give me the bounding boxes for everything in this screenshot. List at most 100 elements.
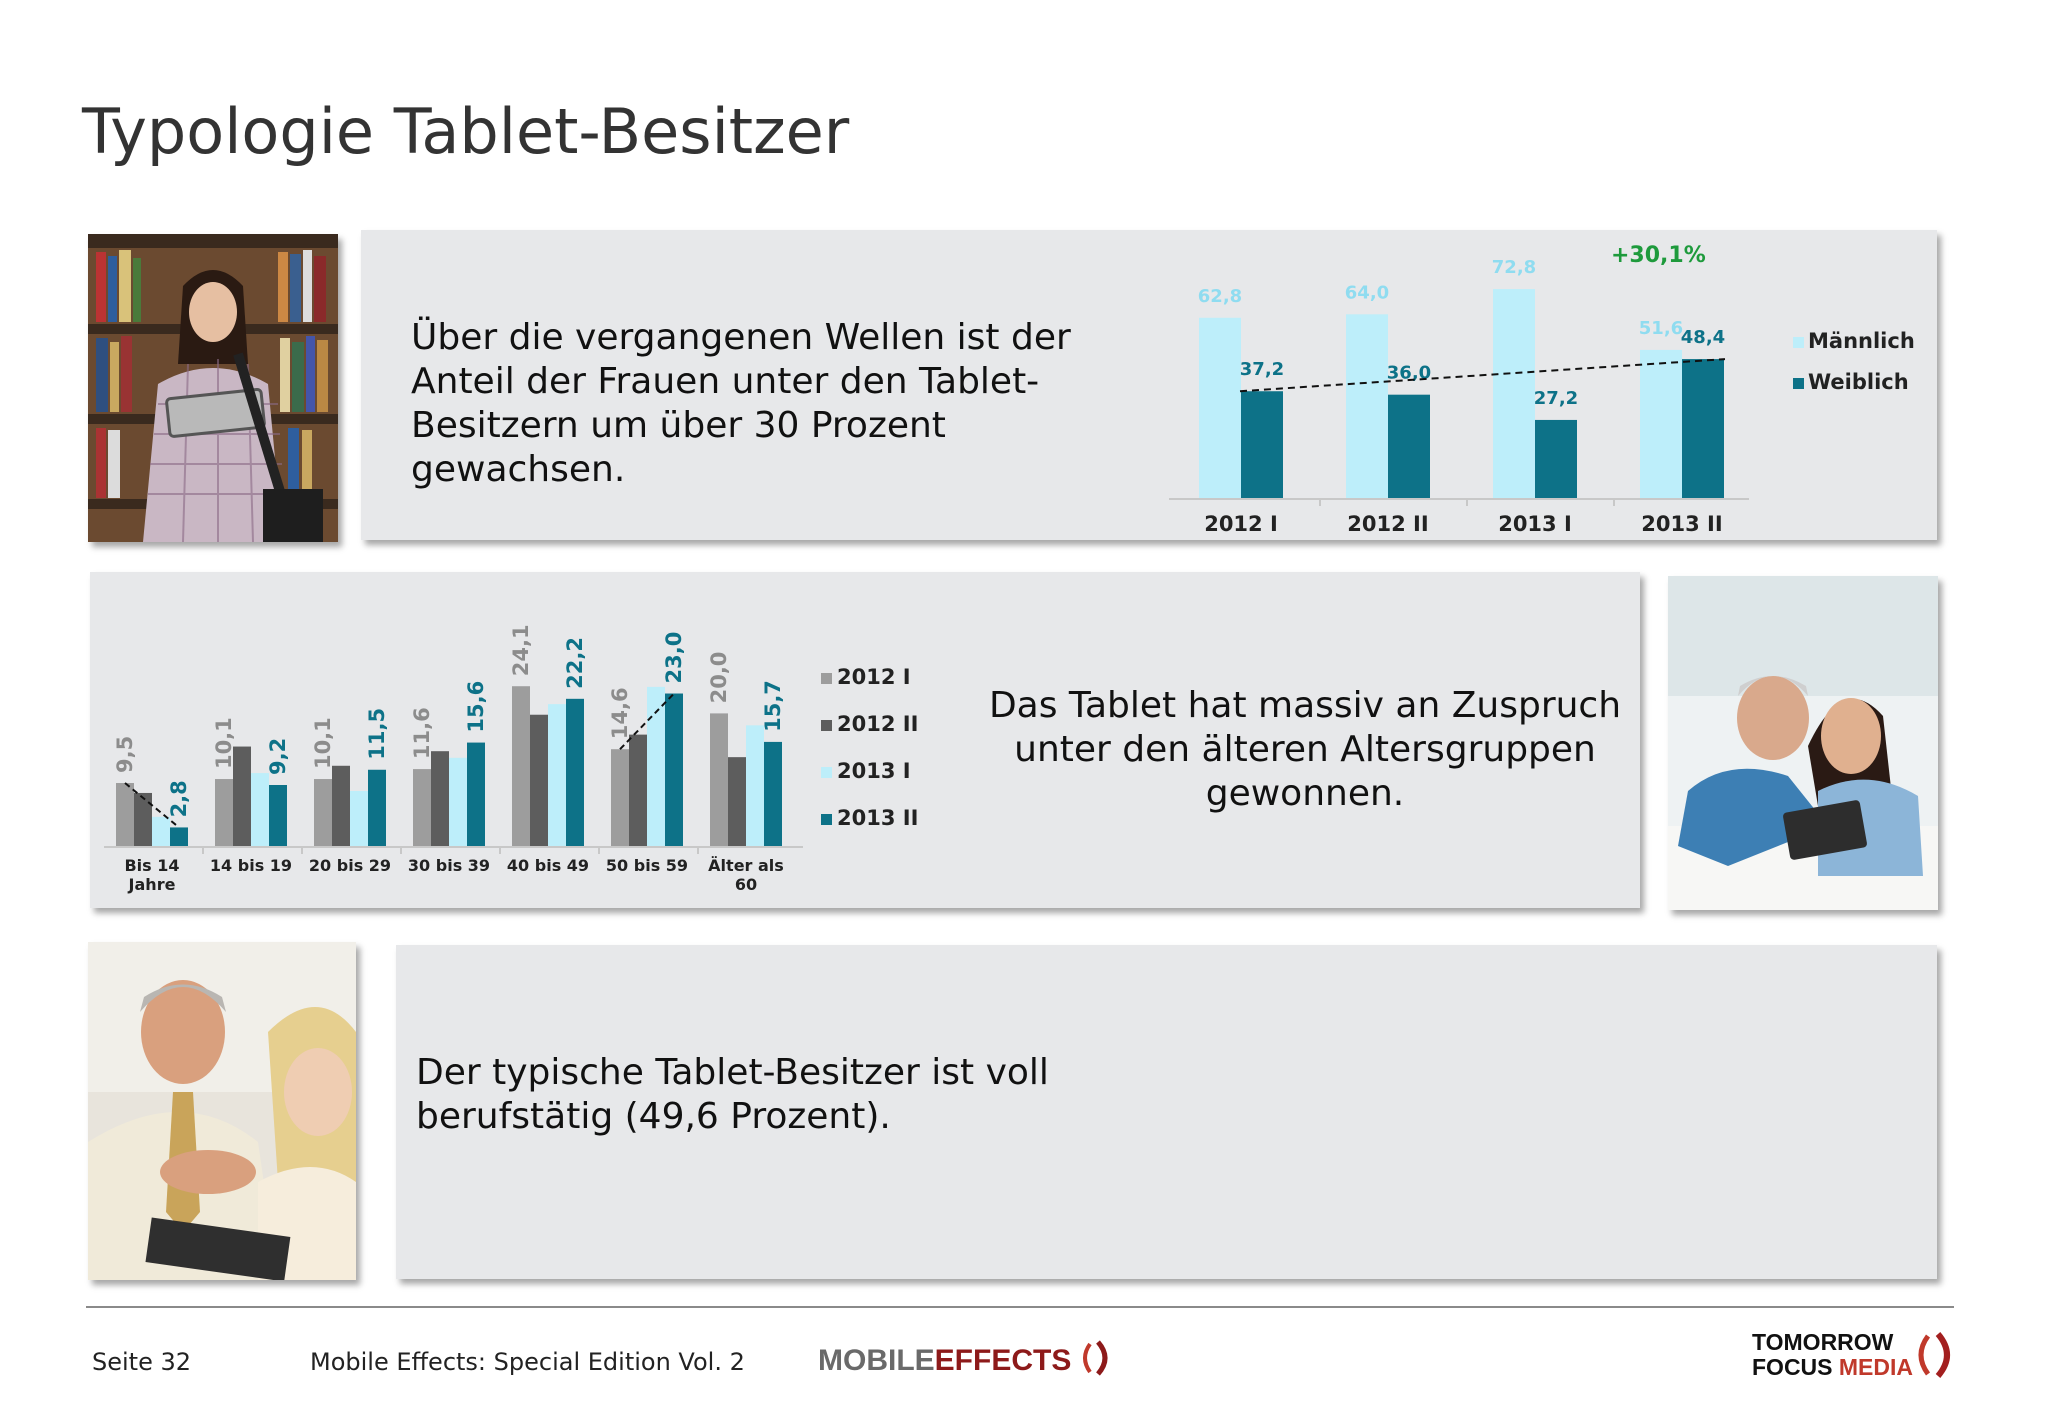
- page-title: Typologie Tablet-Besitzer: [82, 95, 850, 168]
- x-tick-label: 50 bis 59: [606, 856, 688, 875]
- bar-2013-ii: [566, 698, 584, 846]
- bar-2013-i: [152, 816, 170, 846]
- x-tick-label: 2013 II: [1641, 512, 1722, 536]
- bar-2012-ii: [332, 765, 350, 846]
- legend-label: Männlich: [1808, 329, 1915, 353]
- bar-2013-i: [746, 725, 764, 846]
- bar-2012-i: [611, 749, 629, 846]
- legend-swatch: [1793, 378, 1804, 389]
- legend-label: Weiblich: [1808, 370, 1909, 394]
- bar-weiblich: [1535, 419, 1577, 498]
- data-label-weiblich: 48,4: [1681, 327, 1725, 348]
- legend-label: 2012 I: [837, 665, 911, 689]
- data-label-2013-ii: 15,7: [761, 680, 785, 732]
- bar-2013-i: [647, 686, 665, 846]
- employment-panel: Der typische Tablet-Besitzer ist voll be…: [396, 945, 1937, 1279]
- tomorrow-focus-mark-icon: [1918, 1332, 1950, 1378]
- x-tick-label: 60: [735, 875, 757, 894]
- trend-line: [124, 782, 180, 829]
- data-label-2013-ii: 2,8: [167, 780, 191, 817]
- mobile-effects-logo: MOBILEEFFECTS: [818, 1338, 1116, 1378]
- legend-label: 2012 II: [837, 712, 918, 736]
- tomorrow-focus-media-logo: TOMORROW FOCUS MEDIA: [1752, 1330, 1962, 1386]
- x-tick-label: Jahre: [128, 875, 176, 894]
- bar-2013-ii: [665, 693, 683, 846]
- photo-woman-with-tablet: [88, 234, 338, 542]
- bar-maennlich: [1640, 349, 1682, 498]
- bar-2013-i: [251, 773, 269, 846]
- bar-2012-i: [512, 686, 530, 846]
- logo-mobile-text: MOBILE: [818, 1344, 935, 1377]
- women-share-text: Über die vergangenen Wellen ist der Ante…: [411, 317, 1071, 490]
- data-label-2013-ii: 9,2: [266, 738, 290, 775]
- x-tick-label: 30 bis 39: [408, 856, 490, 875]
- x-tick-label: 14 bis 19: [210, 856, 292, 875]
- trend-line: [619, 692, 675, 750]
- bar-2013-ii: [368, 769, 386, 846]
- legend-swatch: [1793, 337, 1804, 348]
- bar-maennlich: [1346, 314, 1388, 498]
- data-label-2012-i: 10,1: [311, 717, 335, 769]
- age-groups-panel: 9,5 2,8 Bis 14 Jahre 10,1 9,2 14 bis 19 10,1 11,…: [90, 572, 1640, 908]
- women-share-panel: Über die vergangenen Wellen ist der Ante…: [361, 230, 1937, 540]
- data-label-2013-ii: 15,6: [464, 681, 488, 733]
- legend-swatch: [821, 767, 832, 778]
- bar-2012-i: [215, 779, 233, 846]
- data-label-2012-i: 14,6: [608, 687, 632, 739]
- bar-2012-ii: [530, 714, 548, 846]
- photo-businessman: [88, 942, 356, 1280]
- logo-effects-text: EFFECTS: [934, 1344, 1072, 1377]
- data-label-2012-i: 20,0: [707, 652, 731, 704]
- trend-line: [1239, 358, 1726, 393]
- data-label-maennlich: 72,8: [1492, 257, 1536, 278]
- age-groups-text: Das Tablet hat massiv an Zuspruch unter …: [988, 685, 1622, 814]
- legend-swatch: [821, 673, 832, 684]
- bar-2013-ii: [467, 742, 485, 846]
- bar-maennlich: [1199, 317, 1241, 498]
- bar-maennlich: [1493, 289, 1535, 498]
- bar-2012-i: [710, 713, 728, 846]
- bar-2012-ii: [233, 746, 251, 846]
- legend-swatch: [821, 720, 832, 731]
- logo-focus-text: FOCUS: [1752, 1354, 1833, 1380]
- data-label-2012-i: 10,1: [212, 717, 236, 769]
- mobile-effects-mark-icon: [1083, 1340, 1108, 1376]
- employment-text: Der typische Tablet-Besitzer ist voll be…: [416, 1052, 1049, 1137]
- bar-weiblich: [1682, 359, 1724, 498]
- bar-2012-i: [116, 783, 134, 846]
- bar-2012-i: [314, 779, 332, 846]
- legend-label: 2013 II: [837, 806, 918, 830]
- photo-older-couple: [1668, 576, 1938, 910]
- data-label-weiblich: 27,2: [1534, 388, 1578, 409]
- data-label-maennlich: 62,8: [1198, 286, 1242, 307]
- bar-2013-i: [350, 790, 368, 846]
- bar-2012-ii: [134, 792, 152, 846]
- data-label-2012-i: 9,5: [113, 736, 137, 773]
- x-tick-label: 20 bis 29: [309, 856, 391, 875]
- logo-tomorrow-text: TOMORROW: [1752, 1329, 1894, 1355]
- bar-weiblich: [1388, 394, 1430, 498]
- data-label-2012-i: 11,6: [410, 707, 434, 759]
- growth-annotation: +30,1%: [1611, 243, 1706, 268]
- bar-2012-i: [413, 769, 431, 846]
- x-tick-label: 2012 II: [1347, 512, 1428, 536]
- bar-2013-i: [449, 757, 467, 846]
- bar-2013-ii: [764, 741, 782, 846]
- data-label-2013-ii: 11,5: [365, 708, 389, 760]
- bar-2013-i: [548, 704, 566, 846]
- bar-2012-ii: [629, 734, 647, 846]
- data-label-2012-i: 24,1: [509, 624, 533, 676]
- bar-2013-ii: [269, 785, 287, 846]
- data-label-maennlich: 51,6: [1639, 318, 1683, 339]
- legend-swatch: [821, 814, 832, 825]
- x-tick-label: 40 bis 49: [507, 856, 589, 875]
- bar-2012-ii: [431, 751, 449, 846]
- data-label-2013-ii: 23,0: [662, 632, 686, 684]
- logo-media-text: MEDIA: [1838, 1354, 1914, 1380]
- bar-weiblich: [1241, 391, 1283, 498]
- publication-name: Mobile Effects: Special Edition Vol. 2: [310, 1348, 745, 1376]
- data-label-2013-ii: 22,2: [563, 637, 587, 689]
- bar-2012-ii: [728, 757, 746, 846]
